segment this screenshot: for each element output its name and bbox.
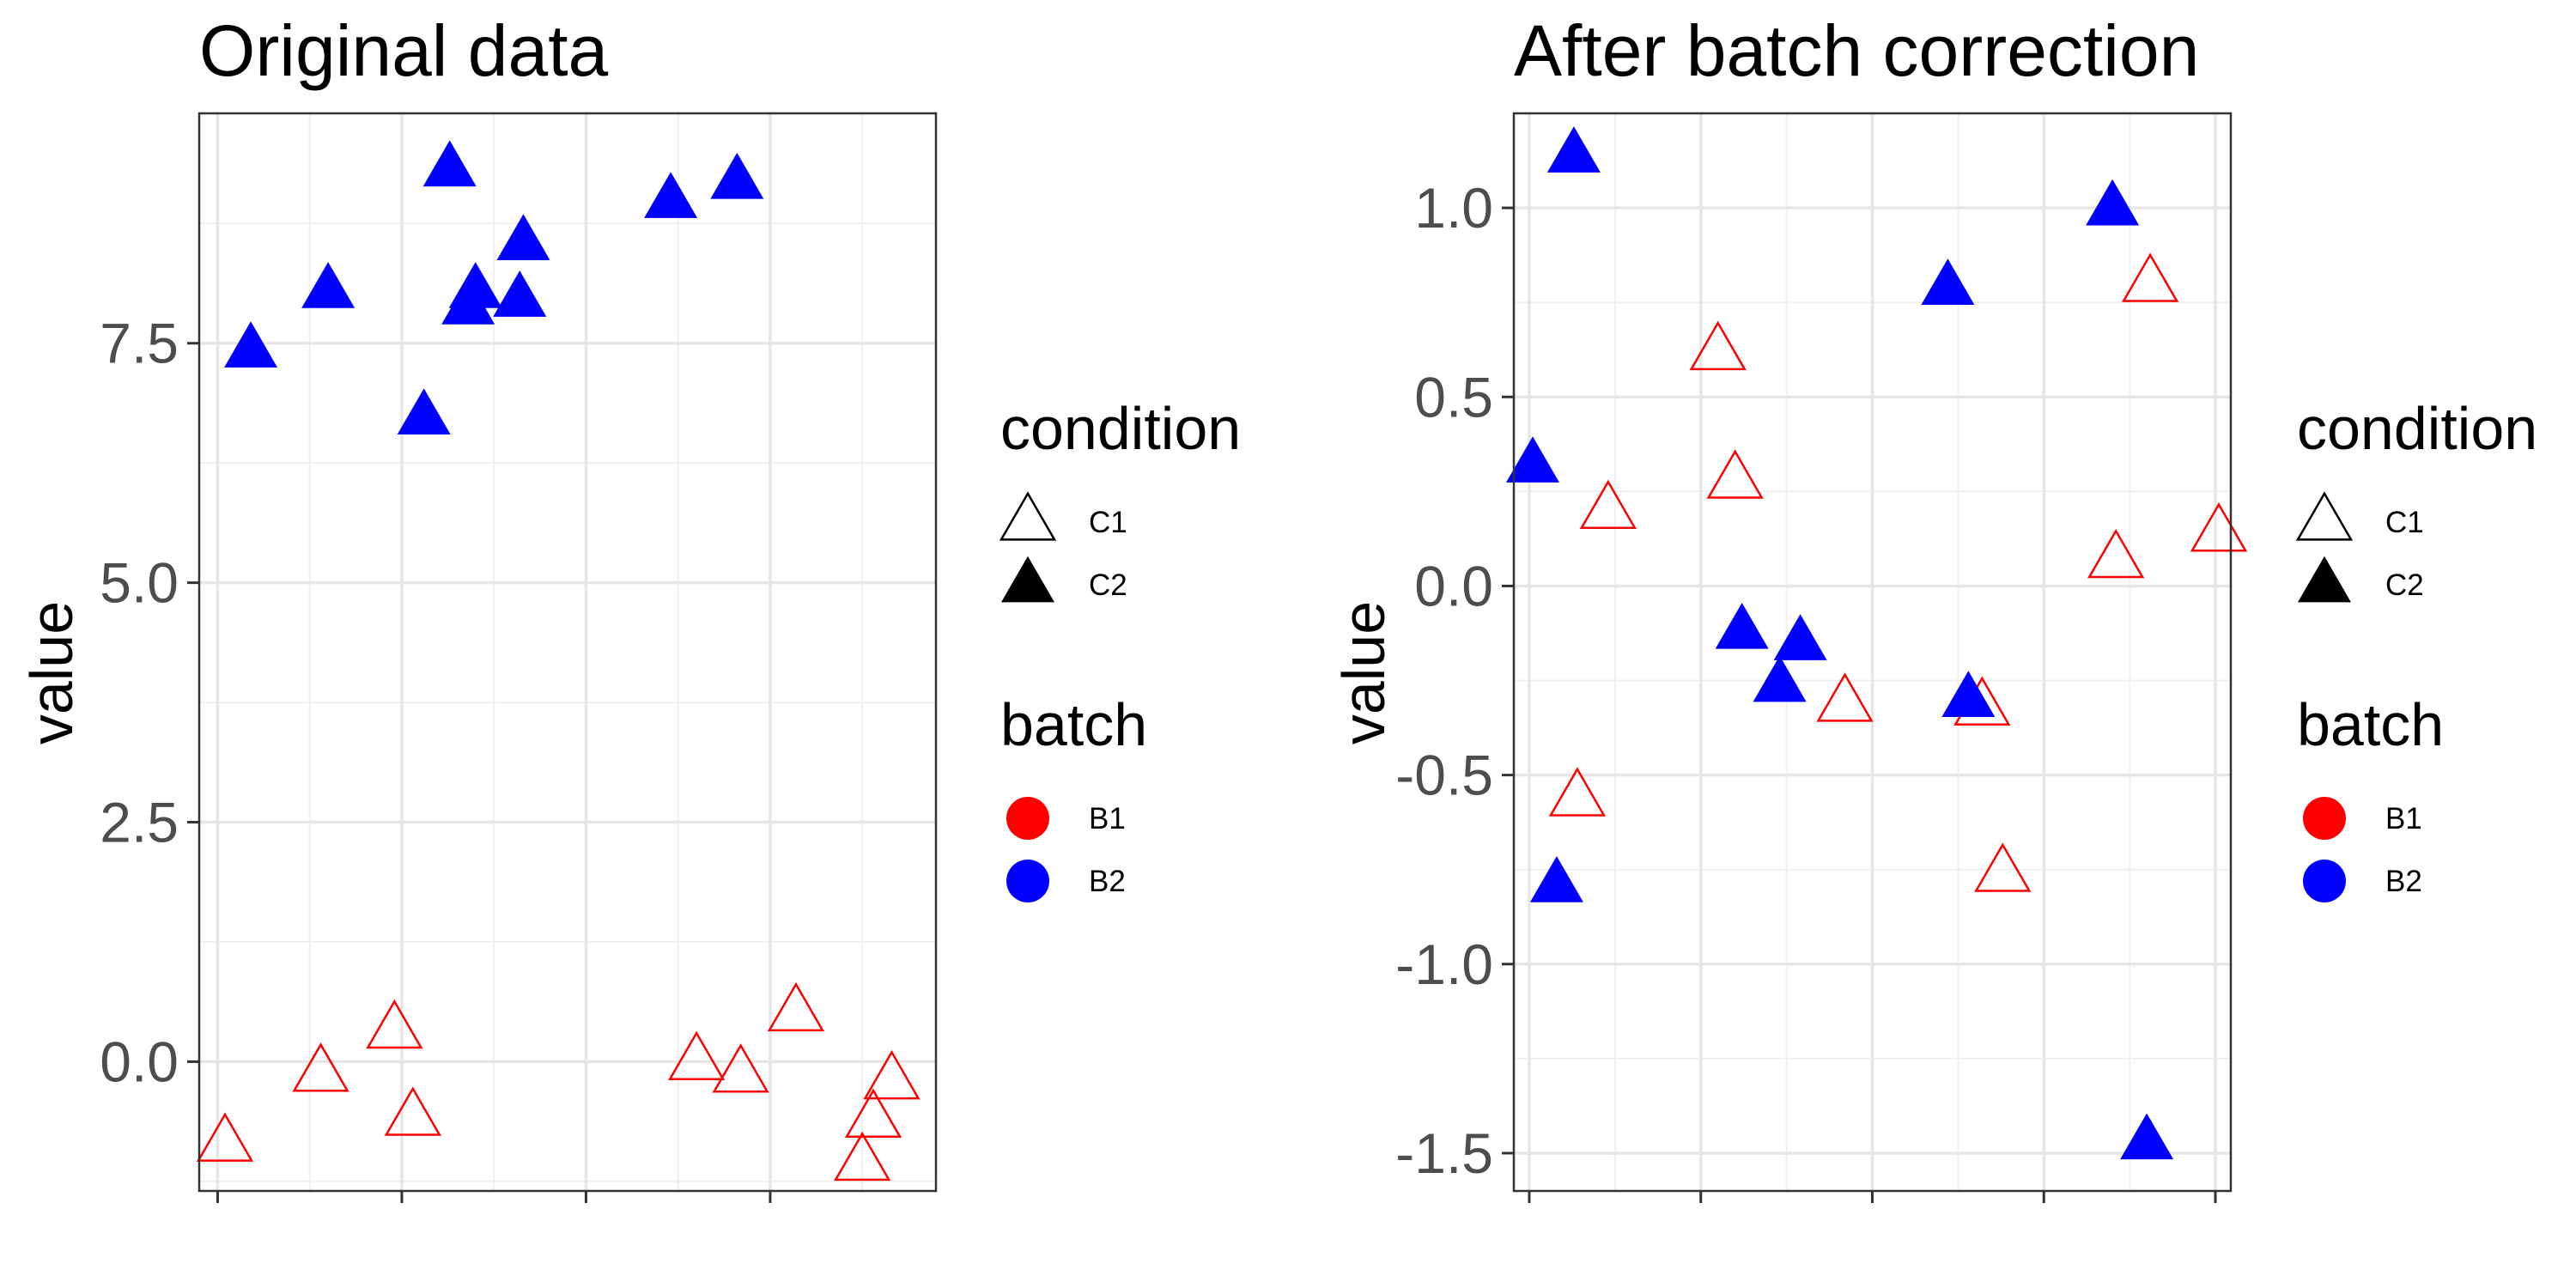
legend-title-batch: batch [2297, 691, 2444, 758]
data-point-B1 [2121, 252, 2179, 302]
y-axis-label: value [1330, 601, 1397, 744]
y-tick-label: 2.5 [100, 791, 179, 854]
y-tick-label: 7.5 [100, 312, 179, 375]
data-point-B2 [710, 152, 764, 199]
y-tick-label: -0.5 [1395, 744, 1493, 807]
data-point-B2 [224, 321, 278, 368]
series-B1-C1 [196, 981, 920, 1182]
data-point-B1 [292, 1042, 349, 1092]
data-point-B1 [196, 1112, 254, 1162]
data-point-B1 [2087, 528, 2145, 579]
legend-label-B2: B2 [1089, 865, 1126, 898]
legend-label-B2: B2 [2385, 865, 2422, 898]
data-point-B1 [366, 999, 423, 1049]
data-point-B1 [1706, 449, 1764, 499]
data-point-B1 [844, 1088, 902, 1138]
data-point-B2 [1941, 671, 1996, 717]
data-point-B2 [301, 262, 355, 308]
data-point-B2 [1505, 436, 1559, 483]
panel-2: After batch correction value -1.5 -1.0 -0.5 0… [1330, 10, 2537, 1203]
legend: condition C1 C2 batch B1 B2 [2295, 395, 2537, 902]
legend-label-C2: C2 [2385, 568, 2424, 602]
data-point-B2 [1529, 856, 1583, 902]
y-axis-label: value [18, 601, 85, 744]
legend-label-B1: B1 [1089, 802, 1126, 835]
legend-label-B1: B1 [2385, 802, 2422, 835]
data-point-B1 [712, 1043, 769, 1093]
y-tick-label: 1.0 [1414, 176, 1493, 240]
legend-key-B2 [2303, 860, 2346, 902]
panel-1: Original data value 0.0 2.5 5.0 7.5 condition C… [18, 10, 1241, 1203]
data-point-B1 [384, 1086, 441, 1136]
series-B2-C2 [1505, 126, 2174, 1160]
data-point-B1 [1974, 842, 2032, 892]
data-point-B2 [2120, 1113, 2174, 1160]
data-point-B2 [1921, 258, 1975, 305]
legend-key-C1 [2295, 491, 2354, 541]
data-point-B1 [834, 1131, 891, 1182]
y-tick-label: 0.0 [100, 1030, 179, 1093]
legend-title-batch: batch [1000, 691, 1147, 758]
data-point-B2 [493, 270, 547, 317]
legend-title-condition: condition [2297, 395, 2537, 462]
data-point-B1 [767, 981, 825, 1032]
legend-key-B2 [1006, 860, 1049, 902]
data-point-B2 [397, 388, 451, 435]
data-point-B2 [2086, 179, 2140, 226]
data-point-B1 [1548, 767, 1607, 817]
data-point-B2 [644, 172, 698, 218]
data-point-B1 [1579, 479, 1637, 530]
series-B2-C2 [224, 140, 764, 435]
data-point-B2 [1715, 602, 1769, 649]
legend-label-C1: C1 [1089, 506, 1127, 539]
data-point-B1 [2190, 502, 2248, 552]
data-point-B2 [1773, 614, 1827, 660]
gridlines [199, 113, 936, 1191]
legend: condition C1 C2 batch B1 B2 [999, 395, 1241, 902]
legend-label-C2: C2 [1089, 568, 1127, 602]
chart-title: Original data [199, 10, 609, 91]
data-point-B1 [1689, 320, 1747, 371]
legend-key-B1 [1006, 797, 1049, 840]
legend-key-C2 [1001, 556, 1054, 603]
y-tick-label: 5.0 [100, 551, 179, 615]
y-tick-label: 0.0 [1414, 554, 1493, 617]
panel-border [197, 112, 938, 1193]
legend-label-C1: C1 [2385, 506, 2424, 539]
y-tick-label: -1.0 [1395, 933, 1493, 996]
data-point-B1 [1816, 672, 1874, 722]
data-point-B2 [496, 214, 550, 261]
gridlines [1514, 113, 2231, 1191]
y-tick-label: 0.5 [1414, 365, 1493, 428]
legend-title-condition: condition [1000, 395, 1241, 462]
data-point-B1 [863, 1049, 920, 1100]
data-point-B2 [422, 140, 477, 187]
data-point-B2 [1753, 655, 1807, 702]
data-point-B2 [441, 278, 495, 325]
data-point-B2 [1546, 126, 1601, 173]
legend-key-C1 [999, 491, 1057, 541]
series-B1-C1 [1548, 252, 2248, 892]
panel-border [1512, 112, 2233, 1193]
chart-title: After batch correction [1514, 10, 2199, 91]
y-tick-label: -1.5 [1395, 1121, 1493, 1185]
legend-key-B1 [2303, 797, 2346, 840]
legend-key-C2 [2298, 556, 2351, 603]
data-point-B1 [667, 1030, 726, 1081]
